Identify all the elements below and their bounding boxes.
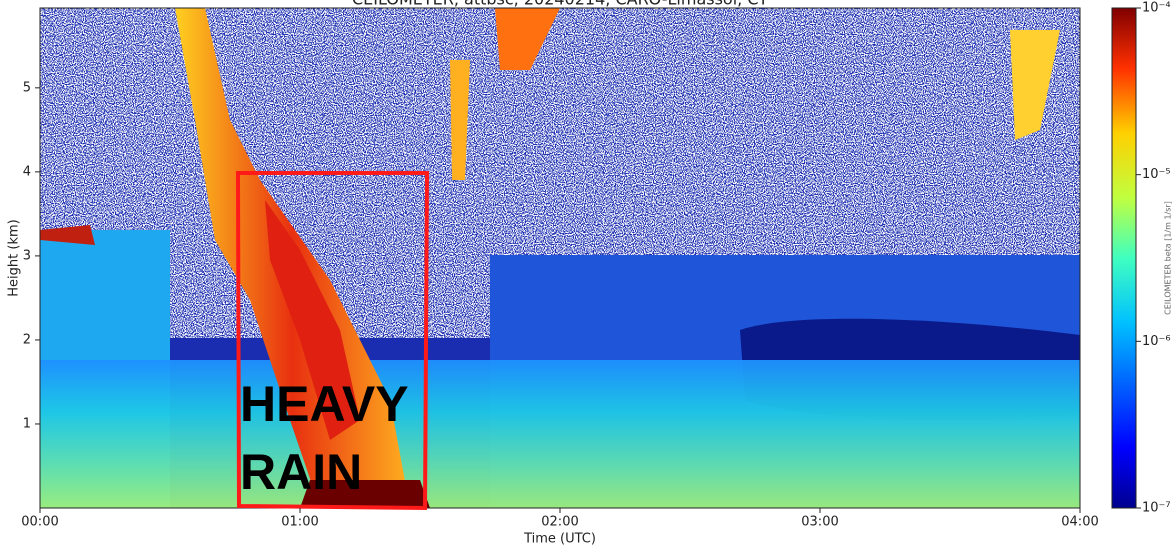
heatmap-image — [40, 8, 1080, 508]
x-tick-label: 00:00 — [21, 515, 58, 530]
y-tick-label: 4 — [23, 164, 31, 179]
annotation-text: HEAVY RAIN — [240, 376, 408, 500]
colorbar-label: CEILOMETER beta [1/m 1/sr] — [1164, 201, 1173, 315]
x-tick-label: 02:00 — [541, 515, 578, 530]
y-tick-label: 2 — [23, 332, 31, 347]
y-tick-label: 1 — [23, 416, 31, 431]
colorbar-tick-label: 10⁻⁴ — [1142, 1, 1171, 16]
x-tick-label: 01:00 — [281, 515, 318, 530]
colorbar-tick-label: 10⁻⁶ — [1142, 334, 1171, 349]
x-axis-label: Time (UTC) — [523, 532, 596, 547]
chart-title: CEILOMETER, attbsc, 20240214, CARO-Limas… — [352, 0, 768, 9]
annotation-box — [235, 171, 430, 511]
y-tick-label: 3 — [23, 248, 31, 263]
x-tick-label: 03:00 — [801, 515, 838, 530]
x-tick-label: 04:00 — [1061, 515, 1098, 530]
y-axis-label: Height (km) — [7, 219, 22, 296]
colorbar — [1111, 7, 1137, 509]
y-tick-label: 5 — [23, 80, 31, 95]
colorbar-tick-label: 10⁻⁷ — [1142, 501, 1171, 516]
colorbar-tick-label: 10⁻⁵ — [1142, 167, 1171, 182]
